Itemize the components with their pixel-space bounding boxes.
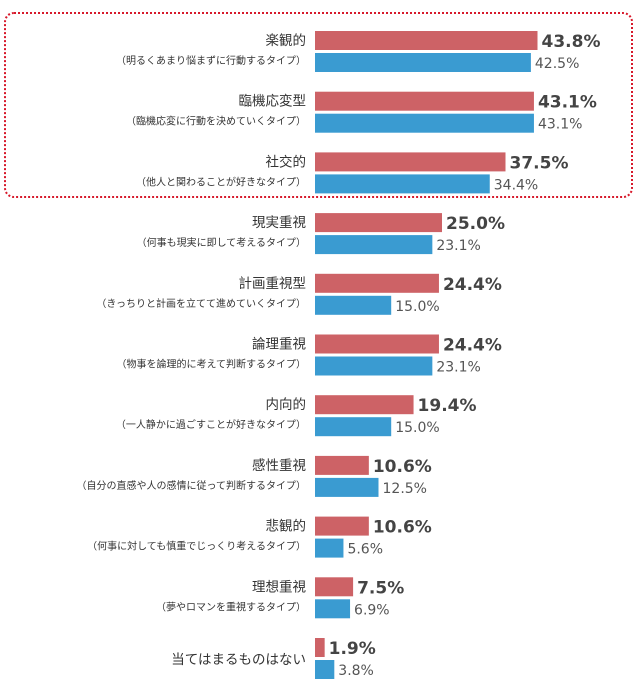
category-description: （何事も現実に即して考えるタイプ） — [137, 236, 306, 249]
data-label-series-b: 15.0% — [395, 299, 439, 315]
category-label: 悲観的 — [266, 518, 307, 535]
data-label-series-a: 43.1% — [538, 93, 597, 113]
category-description: （臨機応変に行動を決めていくタイプ） — [126, 115, 306, 128]
category-description: （明るくあまり悩まずに行動するタイプ） — [116, 54, 306, 67]
data-label-series-a: 37.5% — [510, 153, 569, 173]
data-label-series-b: 23.1% — [436, 360, 480, 376]
category-label: 内向的 — [266, 397, 307, 413]
category-label: 計画重視型 — [239, 276, 307, 292]
category-label: 楽観的 — [266, 32, 307, 49]
data-label-series-b: 43.1% — [538, 117, 582, 133]
bar-series-a — [315, 273, 439, 293]
category-description: （物事を論理的に考えて判断するタイプ） — [117, 358, 307, 371]
bar-series-b — [315, 599, 351, 619]
category-label: 感性重視 — [252, 457, 306, 474]
data-label-series-b: 15.0% — [395, 420, 439, 436]
data-label-series-a: 1.9% — [329, 639, 376, 659]
category-description: （自分の直感や人の感情に従って判断するタイプ） — [77, 479, 307, 492]
category-description: （夢やロマンを重視するタイプ） — [156, 600, 306, 613]
category-label: 社交的 — [266, 153, 307, 170]
bar-series-a — [315, 31, 538, 50]
bar-series-b — [315, 53, 531, 72]
bar-series-a — [315, 455, 369, 475]
data-label-series-a: 43.8% — [542, 32, 601, 52]
bar-series-b — [315, 295, 392, 315]
category-label: 臨機応変型 — [239, 93, 307, 110]
bar-series-b — [315, 660, 335, 679]
bar-series-a — [315, 334, 439, 354]
bar-series-a — [315, 638, 325, 657]
category-description: （他人と関わることが好きなタイプ） — [136, 175, 306, 188]
bar-series-a — [315, 213, 442, 233]
bar-series-a — [315, 577, 354, 597]
bar-series-a — [315, 516, 369, 536]
data-label-series-b: 3.8% — [338, 663, 374, 679]
data-label-series-a: 24.4% — [443, 275, 502, 295]
bar-series-b — [315, 174, 490, 194]
bar-series-b — [315, 235, 433, 255]
category-description: （きっちりと計画を立てて進めていくタイプ） — [96, 297, 306, 310]
category-label: 現実重視 — [252, 215, 306, 231]
data-label-series-a: 19.4% — [418, 396, 477, 416]
data-label-series-a: 25.0% — [446, 214, 505, 234]
bar-series-b — [315, 356, 433, 376]
data-label-series-b: 34.4% — [494, 177, 538, 193]
data-label-series-a: 10.6% — [373, 518, 432, 538]
data-label-series-b: 23.1% — [436, 238, 480, 254]
category-label: 論理重視 — [252, 337, 306, 353]
bar-series-a — [315, 152, 506, 172]
data-label-series-a: 24.4% — [443, 336, 502, 356]
bar-series-b — [315, 538, 344, 558]
bar-series-b — [315, 417, 392, 437]
category-description: （一人静かに過ごすことが好きなタイプ） — [116, 418, 306, 431]
bar-series-a — [315, 91, 534, 111]
category-description: （何事に対しても慎重でじっくり考えるタイプ） — [87, 540, 306, 553]
data-label-series-b: 42.5% — [535, 56, 579, 72]
data-label-series-b: 5.6% — [347, 542, 383, 558]
category-label: 理想重視 — [252, 579, 306, 595]
bar-series-a — [315, 395, 414, 415]
data-label-series-b: 6.9% — [354, 602, 390, 618]
data-label-series-a: 10.6% — [373, 457, 432, 477]
data-label-series-a: 7.5% — [357, 578, 404, 598]
highlight-frame — [4, 12, 633, 198]
category-label: 当てはまるものはない — [171, 652, 306, 668]
bar-series-b — [315, 477, 379, 497]
data-label-series-b: 12.5% — [383, 481, 427, 497]
bar-series-b — [315, 113, 534, 133]
